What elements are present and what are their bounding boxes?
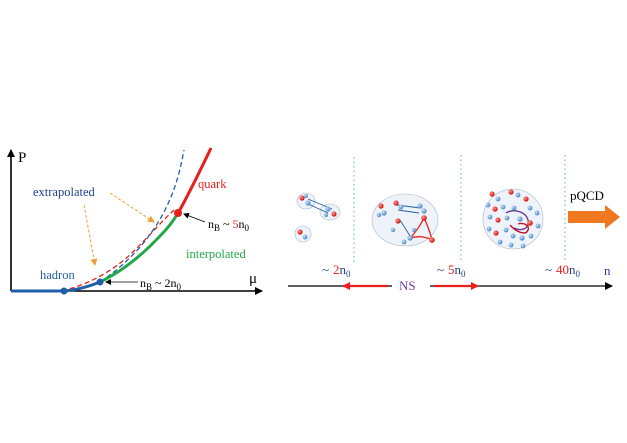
ns-label-bg <box>392 277 430 293</box>
quark-label: quark <box>198 177 227 191</box>
hadron-label: hadron <box>40 268 75 282</box>
x-axis-label: μ <box>249 271 257 287</box>
marker-5n0-arrow <box>183 212 206 223</box>
medium-density-cluster <box>371 193 439 247</box>
ns-label: NS <box>399 278 416 293</box>
pqcd-label: pQCD <box>570 188 604 203</box>
density-scale-panel: n ~2n0 ~5n0 ~40n0 NS pQCD <box>288 155 620 293</box>
tick-2n0: ~2n0 <box>322 262 351 279</box>
tick-40n0: ~40n0 <box>545 262 581 279</box>
extrapolated-hadron-curve <box>61 209 175 292</box>
tick-5n0: ~5n0 <box>437 262 466 279</box>
interpolated-label: interpolated <box>186 247 246 261</box>
dilute-nucleon-cluster <box>294 192 341 243</box>
marker-5n0-text: nB ~5n0 <box>208 217 250 233</box>
hadron-point-2n0 <box>96 278 104 286</box>
interpolated-curve <box>99 212 180 284</box>
quark-curve <box>176 147 213 214</box>
extrapolated-arrow-upper <box>109 192 155 223</box>
marker-2n0-text: nB ~2n0 <box>140 276 182 292</box>
high-density-cluster <box>482 188 544 250</box>
extrapolated-quark-curve <box>99 149 185 283</box>
pqcd-arrow <box>568 205 620 229</box>
eos-plot: P μ extrapolated quark interpolated hadr… <box>7 147 263 295</box>
extrapolated-label: extrapolated <box>33 185 96 199</box>
y-axis-label: P <box>18 150 26 166</box>
density-axis-label: n <box>604 263 611 278</box>
extrapolated-arrow-lower <box>83 204 98 266</box>
quark-point-5n0 <box>174 209 182 217</box>
hadron-point-origin <box>60 287 68 295</box>
